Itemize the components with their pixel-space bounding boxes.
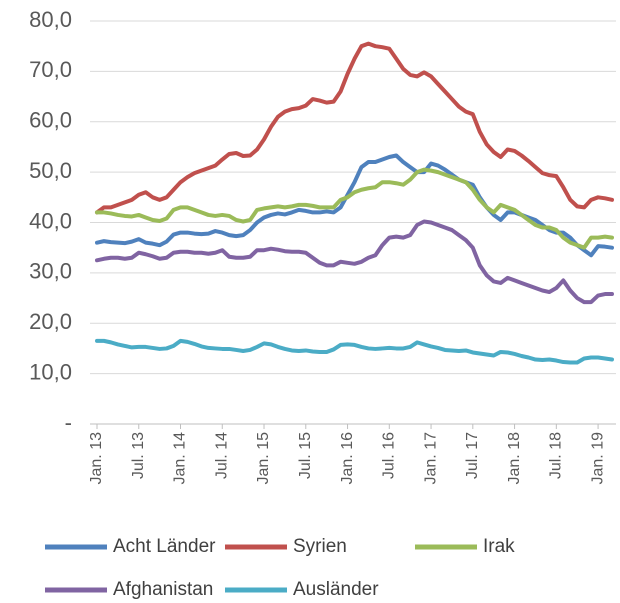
y-tick-label: 20,0 (29, 309, 72, 334)
x-tick-label: Jul. 16 (381, 432, 398, 479)
y-tick-label: 10,0 (29, 359, 72, 384)
legend-label: Afghanistan (113, 579, 213, 600)
x-tick-label: Jan. 19 (589, 432, 606, 485)
x-tick-label: Jul. 13 (130, 432, 147, 479)
series-line (95, 219, 614, 305)
legend-label: Irak (483, 536, 515, 557)
legend-label: Syrien (293, 536, 347, 557)
x-tick-label: Jan. 14 (172, 432, 189, 485)
x-tick-label: Jan. 13 (88, 432, 105, 485)
x-tick-label: Jan. 16 (339, 432, 356, 485)
series-line (95, 338, 614, 365)
y-tick-label: 80,0 (29, 7, 72, 32)
legend-label: Acht Länder (113, 536, 216, 557)
y-tick-label: 30,0 (29, 259, 72, 284)
y-tick-label: 50,0 (29, 158, 72, 183)
legend-label: Ausländer (293, 579, 379, 600)
series-line (95, 41, 614, 215)
y-tick-label: 70,0 (29, 57, 72, 82)
x-tick-label: Jan. 18 (506, 432, 523, 485)
y-tick-label: 40,0 (29, 208, 72, 233)
x-tick-label: Jul. 15 (297, 432, 314, 479)
x-tick-label: Jul. 17 (464, 432, 481, 479)
x-tick-label: Jan. 15 (255, 432, 272, 485)
y-tick-label: - (65, 410, 72, 435)
x-tick-label: Jul. 18 (548, 432, 565, 479)
x-tick-label: Jul. 14 (213, 432, 230, 479)
y-tick-label: 60,0 (29, 108, 72, 133)
series-line (95, 167, 614, 250)
x-tick-label: Jan. 17 (422, 432, 439, 485)
series-line (95, 153, 614, 258)
